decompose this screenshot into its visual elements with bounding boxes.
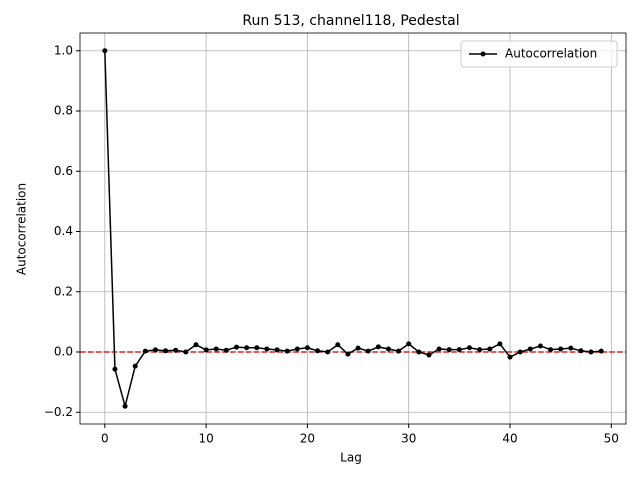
x-tick-label: 40 bbox=[502, 432, 517, 446]
data-point bbox=[436, 346, 442, 352]
data-point bbox=[254, 345, 260, 351]
data-point bbox=[497, 341, 503, 347]
data-point bbox=[446, 347, 452, 353]
data-point bbox=[173, 347, 179, 353]
data-point bbox=[558, 346, 564, 352]
y-tick-label: −0.2 bbox=[44, 405, 73, 419]
data-point bbox=[142, 348, 148, 354]
data-point bbox=[203, 347, 209, 353]
data-point bbox=[355, 345, 361, 351]
data-point bbox=[507, 354, 513, 360]
chart-title: Run 513, channel118, Pedestal bbox=[242, 13, 459, 29]
data-point bbox=[122, 403, 128, 409]
data-point bbox=[537, 343, 543, 349]
data-point bbox=[487, 346, 493, 352]
data-point bbox=[416, 349, 422, 355]
data-point bbox=[304, 345, 310, 351]
legend-marker bbox=[480, 51, 486, 57]
data-point bbox=[345, 351, 351, 357]
x-tick-label: 0 bbox=[101, 432, 109, 446]
data-point bbox=[598, 348, 604, 354]
y-tick-label: 1.0 bbox=[54, 43, 73, 57]
y-tick-label: 0.6 bbox=[54, 164, 73, 178]
data-point bbox=[264, 346, 270, 352]
data-point bbox=[223, 347, 229, 353]
data-point bbox=[466, 345, 472, 351]
data-point bbox=[163, 348, 169, 354]
x-axis-label: Lag bbox=[340, 451, 362, 465]
y-tick-label: 0.8 bbox=[54, 104, 73, 118]
data-point bbox=[406, 341, 412, 347]
x-tick-label: 20 bbox=[300, 432, 315, 446]
axes-frame bbox=[79, 32, 627, 425]
data-point bbox=[578, 348, 584, 354]
data-point bbox=[335, 342, 341, 348]
data-point bbox=[396, 348, 402, 354]
data-point bbox=[315, 348, 321, 354]
data-point bbox=[527, 346, 533, 352]
y-tick-label: 0.4 bbox=[54, 224, 73, 238]
data-point bbox=[102, 48, 108, 54]
data-point bbox=[517, 349, 523, 355]
x-tick-label: 50 bbox=[604, 432, 619, 446]
data-point bbox=[244, 345, 250, 351]
data-point bbox=[375, 344, 381, 350]
data-point bbox=[112, 366, 118, 372]
data-point bbox=[365, 348, 371, 354]
data-point bbox=[132, 363, 138, 369]
data-point bbox=[274, 347, 280, 353]
data-point bbox=[548, 347, 554, 353]
data-point bbox=[234, 344, 240, 350]
y-tick-label: 0.0 bbox=[54, 345, 73, 359]
x-tick-label: 30 bbox=[401, 432, 416, 446]
data-point bbox=[385, 346, 391, 352]
data-point bbox=[152, 347, 158, 353]
y-tick-label: 0.2 bbox=[54, 284, 73, 298]
y-axis-label: Autocorrelation bbox=[15, 183, 29, 275]
data-point bbox=[325, 349, 331, 355]
legend-label: Autocorrelation bbox=[505, 47, 597, 61]
x-tick-label: 10 bbox=[198, 432, 213, 446]
data-point bbox=[568, 345, 574, 351]
data-point bbox=[193, 342, 199, 348]
data-point bbox=[588, 349, 594, 355]
data-point bbox=[183, 349, 189, 355]
data-point bbox=[213, 346, 219, 352]
data-point bbox=[294, 346, 300, 352]
legend-box bbox=[460, 40, 618, 68]
data-point bbox=[477, 347, 483, 353]
data-point bbox=[284, 348, 290, 354]
data-point bbox=[426, 352, 432, 358]
data-point bbox=[456, 347, 462, 353]
